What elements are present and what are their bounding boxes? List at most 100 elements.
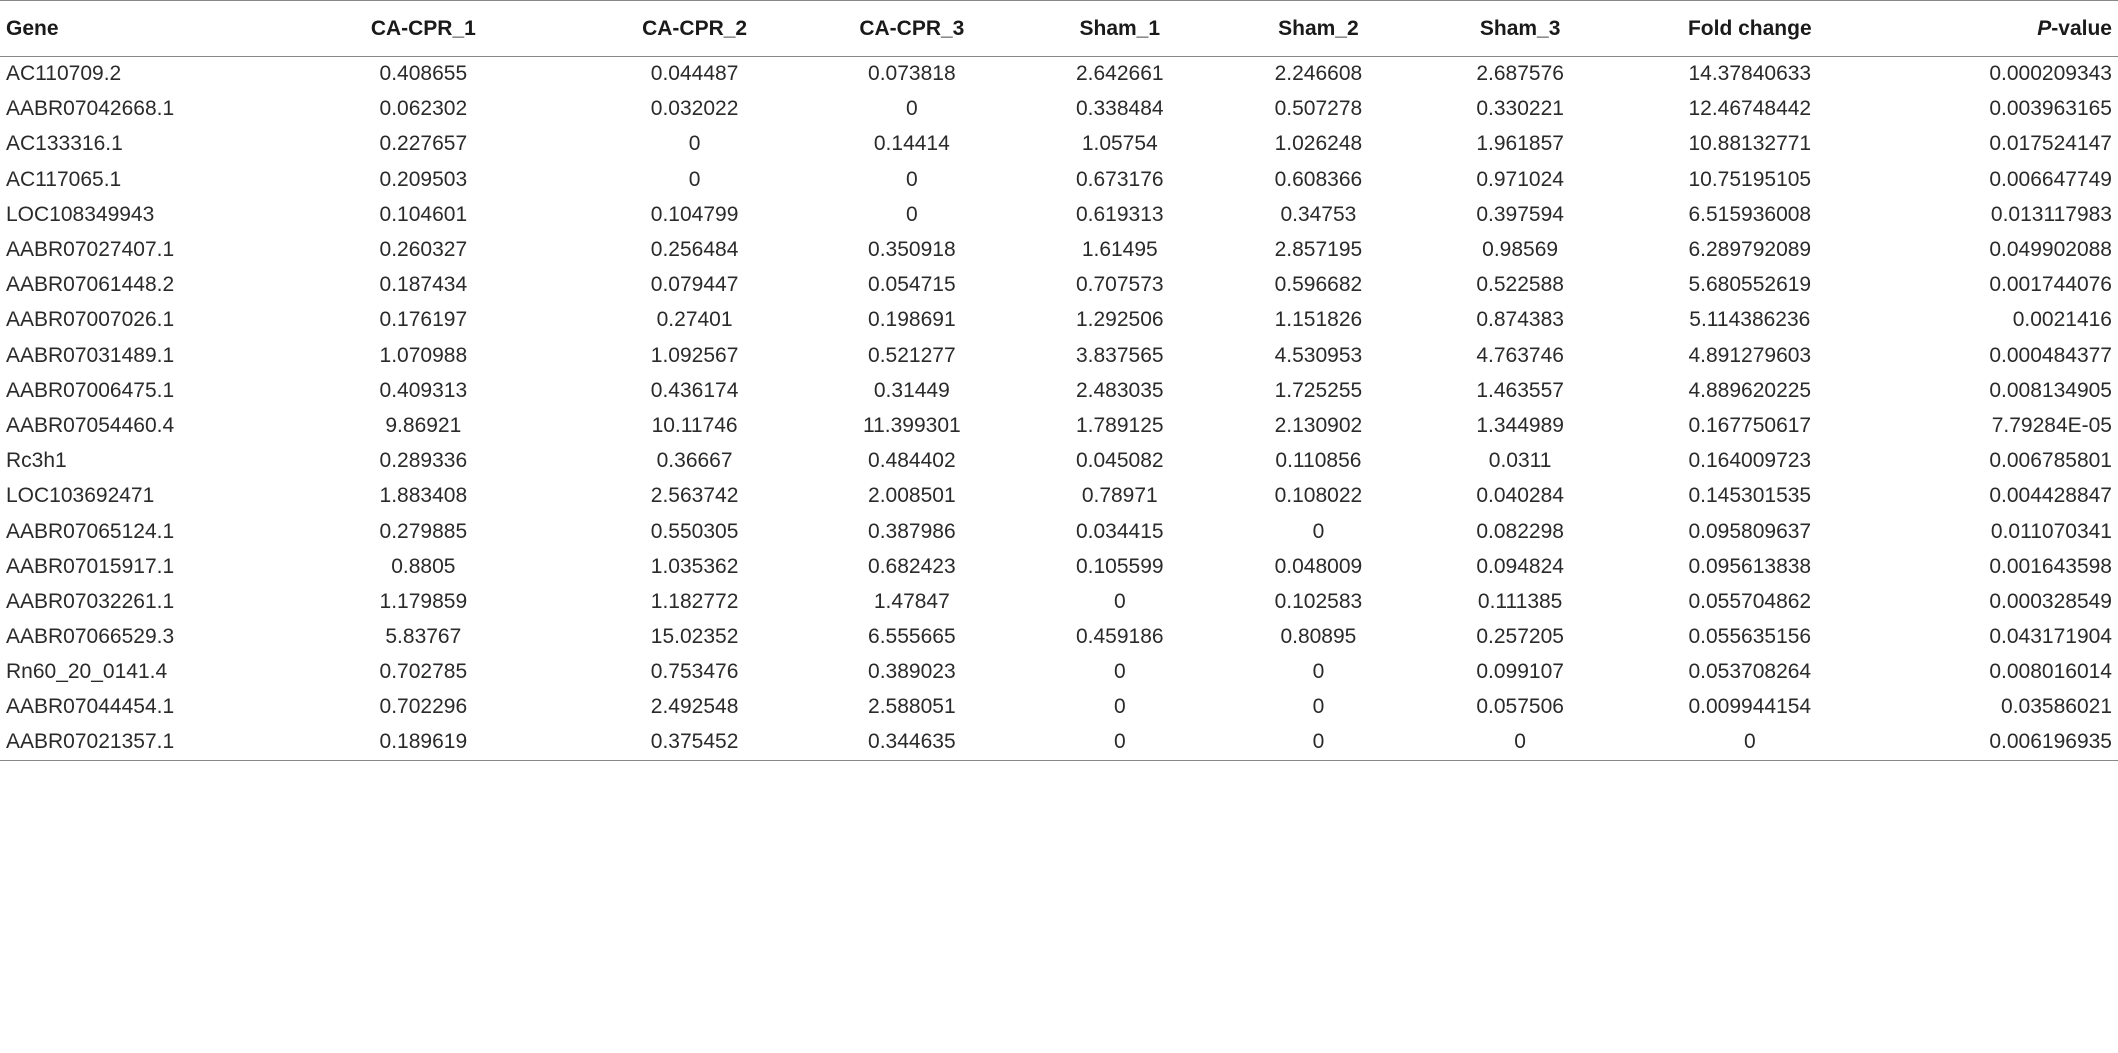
cell-sham-2: 0.108022 [1274, 484, 1363, 508]
cell-sham-3: 1.344989 [1476, 413, 1564, 437]
cell-ca-cpr-1: 0.409313 [379, 378, 468, 402]
cell-sham-1: 0.78971 [1081, 484, 1158, 508]
cell-sham-3: 4.763746 [1476, 343, 1564, 367]
cell-sham-3: 0.0311 [1488, 449, 1552, 473]
cell-p-value: 7.79284E-05 [1991, 413, 2112, 437]
cell-gene: LOC108349943 [6, 202, 155, 226]
cell-p-value: 0.004428847 [1989, 484, 2112, 508]
table-row: AABR07021357.1 0.189619 0.375452 0.344635 0 0… [0, 725, 2118, 761]
cell-ca-cpr-2: 0.436174 [650, 378, 739, 402]
cell-sham-1: 1.292506 [1075, 308, 1164, 332]
cell-sham-3: 0.040284 [1476, 484, 1564, 508]
cell-ca-cpr-3: 1.47847 [873, 589, 950, 613]
table-row: AC133316.1 0.227657 0 0.14414 1.05754 1.02624… [0, 127, 2118, 162]
cell-ca-cpr-2: 0.550305 [650, 519, 739, 543]
cell-gene: AABR07065124.1 [6, 519, 175, 543]
cell-sham-1: 0.619313 [1075, 202, 1164, 226]
cell-fold-change: 12.46748442 [1688, 97, 1812, 121]
cell-fold-change: 0.055635156 [1688, 625, 1812, 649]
cell-gene: AABR07007026.1 [6, 308, 175, 332]
cell-ca-cpr-3: 0 [906, 97, 918, 121]
cell-ca-cpr-3: 0.073818 [868, 62, 956, 86]
header-ca-cpr-1: CA-CPR_1 [260, 0, 586, 57]
cell-gene: AABR07042668.1 [6, 97, 175, 121]
cell-ca-cpr-1: 0.227657 [379, 132, 468, 156]
cell-fold-change: 0.095809637 [1688, 519, 1812, 543]
cell-p-value: 0.003963165 [1989, 97, 2112, 121]
cell-sham-2: 1.725255 [1274, 378, 1363, 402]
cell-gene: AABR07006475.1 [6, 378, 175, 402]
cell-p-value: 0.001744076 [1989, 273, 2112, 297]
cell-ca-cpr-2: 2.492548 [650, 695, 739, 719]
cell-ca-cpr-2: 0.032022 [650, 97, 739, 121]
cell-sham-1: 0.707573 [1075, 273, 1164, 297]
cell-sham-3: 1.463557 [1476, 378, 1564, 402]
table-row: AC117065.1 0.209503 0 0 0.673176 0.608366 0.97… [0, 162, 2118, 197]
cell-sham-2: 0 [1312, 519, 1325, 543]
cell-sham-2: 1.026248 [1274, 132, 1363, 156]
cell-sham-2: 0.608366 [1274, 167, 1363, 191]
cell-ca-cpr-1: 0.408655 [379, 62, 468, 86]
cell-fold-change: 5.114386236 [1689, 308, 1811, 332]
cell-ca-cpr-2: 0.27401 [656, 308, 733, 332]
cell-ca-cpr-3: 0.14414 [873, 132, 950, 156]
table-row: Rc3h1 0.289336 0.36667 0.484402 0.045082 0.11… [0, 444, 2118, 479]
cell-ca-cpr-2: 0.753476 [650, 660, 739, 684]
cell-sham-1: 0.045082 [1075, 449, 1164, 473]
cell-fold-change: 0 [1622, 725, 1878, 761]
cell-fold-change: 5.680552619 [1688, 273, 1812, 297]
cell-fold-change: 0.095613838 [1688, 554, 1812, 578]
cell-gene: Rc3h1 [6, 449, 67, 473]
cell-ca-cpr-2: 1.092567 [650, 343, 739, 367]
cell-fold-change: 0.055704862 [1688, 589, 1812, 613]
cell-fold-change: 0.167750617 [1688, 413, 1812, 437]
cell-sham-1: 1.789125 [1075, 413, 1164, 437]
cell-ca-cpr-2: 0.256484 [650, 238, 739, 262]
cell-sham-3: 0.099107 [1476, 660, 1564, 684]
cell-fold-change: 4.891279603 [1688, 343, 1812, 367]
cell-sham-3: 0.094824 [1476, 554, 1564, 578]
cell-fold-change: 0.053708264 [1688, 660, 1812, 684]
cell-p-value: 0.0021416 [2012, 308, 2112, 332]
cell-p-value: 0.000209343 [1989, 62, 2112, 86]
cell-gene: Rn60_20_0141.4 [6, 660, 168, 684]
cell-sham-2: 0.596682 [1274, 273, 1363, 297]
cell-sham-1: 2.642661 [1075, 62, 1164, 86]
cell-ca-cpr-2: 0.375452 [585, 725, 804, 761]
cell-sham-1: 0.459186 [1075, 625, 1164, 649]
table-row: AABR07065124.1 0.279885 0.550305 0.387986 0.… [0, 514, 2118, 549]
cell-ca-cpr-3: 2.588051 [868, 695, 956, 719]
table-row: AABR07031489.1 1.070988 1.092567 0.521277 3.… [0, 338, 2118, 373]
cell-sham-2: 0.110856 [1275, 449, 1362, 473]
header-fold-change: Fold change [1622, 0, 1878, 57]
cell-ca-cpr-3: 0 [906, 202, 918, 226]
table-row: AABR07027407.1 0.260327 0.256484 0.350918 1.… [0, 232, 2118, 267]
cell-fold-change: 0.145301535 [1688, 484, 1812, 508]
cell-sham-3: 0.082298 [1476, 519, 1564, 543]
cell-gene: AABR07021357.1 [0, 725, 261, 761]
cell-sham-1: 0 [1113, 660, 1126, 684]
cell-fold-change: 10.75195105 [1688, 167, 1812, 191]
header-ca-cpr-2: CA-CPR_2 [585, 0, 804, 57]
cell-sham-1: 2.483035 [1075, 378, 1164, 402]
cell-gene: AABR07031489.1 [6, 343, 175, 367]
cell-ca-cpr-3: 0.350918 [868, 238, 956, 262]
cell-p-value: 0.000328549 [1989, 589, 2112, 613]
cell-ca-cpr-1: 0.260327 [379, 238, 468, 262]
cell-fold-change: 0.164009723 [1688, 449, 1812, 473]
cell-fold-change: 6.289792089 [1688, 238, 1812, 262]
cell-ca-cpr-1: 0.187434 [379, 273, 468, 297]
cell-gene: AABR07044454.1 [6, 695, 175, 719]
cell-ca-cpr-2: 15.02352 [650, 625, 739, 649]
cell-ca-cpr-1: 9.86921 [385, 413, 462, 437]
cell-sham-1: 0 [1113, 589, 1126, 613]
cell-ca-cpr-3: 0.484402 [868, 449, 956, 473]
cell-sham-3: 0.057506 [1476, 695, 1564, 719]
cell-ca-cpr-1: 0.062302 [379, 97, 468, 121]
cell-gene: LOC103692471 [6, 484, 155, 508]
table-row: AABR07032261.1 1.179859 1.182772 1.47847 0 0.… [0, 584, 2118, 619]
cell-gene: AC133316.1 [6, 132, 123, 156]
cell-sham-2: 0 [1312, 660, 1325, 684]
header-gene: Gene [0, 0, 261, 57]
cell-sham-1: 1.61495 [1081, 238, 1158, 262]
